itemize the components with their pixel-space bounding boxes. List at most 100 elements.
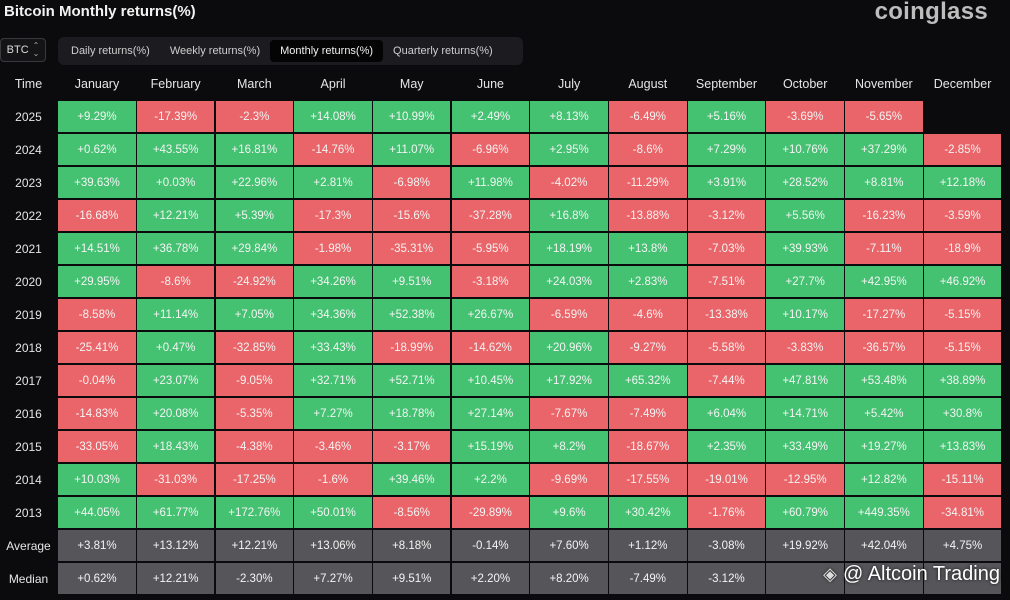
stat-cell: +13.12% bbox=[136, 530, 215, 561]
row-year-label: 2014 bbox=[15, 472, 42, 487]
return-cell: +30.8% bbox=[923, 398, 1002, 429]
return-cell: +0.62% bbox=[58, 134, 136, 165]
tab-monthly-returns[interactable]: Monthly returns(%) bbox=[270, 40, 384, 62]
return-cell: -13.88% bbox=[609, 200, 687, 231]
return-cell: +27.14% bbox=[451, 398, 530, 429]
return-cell: +2.83% bbox=[609, 266, 687, 297]
return-cell: -18.67% bbox=[609, 431, 687, 462]
header-month: October bbox=[782, 76, 828, 91]
return-cell: +50.01% bbox=[294, 497, 372, 528]
return-cell: +29.95% bbox=[58, 266, 136, 297]
return-cell: -3.59% bbox=[923, 200, 1002, 231]
return-cell: +5.42% bbox=[845, 398, 923, 429]
return-cell: +30.42% bbox=[609, 497, 687, 528]
return-cell: +19.27% bbox=[845, 431, 923, 462]
row-year-label: 2025 bbox=[15, 109, 42, 124]
return-cell: +23.07% bbox=[136, 365, 215, 396]
asset-selector[interactable]: BTC ⌃ ⌄ bbox=[0, 38, 46, 62]
return-cell: +14.08% bbox=[294, 101, 372, 132]
return-cell: +8.81% bbox=[845, 167, 923, 198]
row-year-label: 2021 bbox=[15, 241, 42, 256]
return-cell: -16.23% bbox=[845, 200, 923, 231]
return-cell: +2.95% bbox=[530, 134, 608, 165]
return-cell: +9.6% bbox=[530, 497, 608, 528]
return-cell: +34.36% bbox=[294, 299, 372, 330]
stat-cell: -7.49% bbox=[609, 563, 687, 594]
stat-cell: +2.20% bbox=[451, 563, 530, 594]
return-cell bbox=[924, 101, 1001, 132]
header-month: September bbox=[695, 76, 758, 91]
stat-cell: -3.08% bbox=[687, 530, 766, 561]
tab-quarterly-returns[interactable]: Quarterly returns(%) bbox=[393, 45, 493, 57]
return-cell: +46.92% bbox=[923, 266, 1002, 297]
return-cell: +60.79% bbox=[766, 497, 844, 528]
return-cell: -0.04% bbox=[58, 365, 136, 396]
return-cell: -13.38% bbox=[687, 299, 766, 330]
header-month: February bbox=[150, 76, 201, 91]
return-cell: -25.41% bbox=[58, 332, 136, 363]
return-cell: +2.35% bbox=[687, 431, 766, 462]
return-cell: +32.71% bbox=[294, 365, 372, 396]
return-cell: +16.8% bbox=[530, 200, 608, 231]
row-year-label: 2016 bbox=[15, 406, 42, 421]
return-cell: +36.78% bbox=[136, 233, 215, 264]
stat-cell: +7.60% bbox=[530, 530, 608, 561]
return-cell: -4.38% bbox=[215, 431, 294, 462]
return-cell: -14.83% bbox=[58, 398, 136, 429]
return-cell: -17.39% bbox=[136, 101, 215, 132]
return-cell: +10.03% bbox=[58, 464, 136, 495]
return-cell: +10.17% bbox=[766, 299, 844, 330]
brand-logo: coinglass bbox=[874, 0, 988, 25]
return-cell: -11.29% bbox=[609, 167, 687, 198]
return-cell: +449.35% bbox=[845, 497, 923, 528]
return-cell: -12.95% bbox=[766, 464, 844, 495]
return-cell: -35.31% bbox=[373, 233, 451, 264]
return-cell: +27.7% bbox=[766, 266, 844, 297]
header-month: January bbox=[74, 76, 120, 91]
return-cell: -7.11% bbox=[845, 233, 923, 264]
return-cell: -2.3% bbox=[215, 101, 294, 132]
stat-cell: +9.51% bbox=[373, 563, 451, 594]
watermark-text: @ Altcoin Trading bbox=[842, 563, 1000, 585]
return-cell: +11.14% bbox=[136, 299, 215, 330]
return-cell: +12.82% bbox=[845, 464, 923, 495]
return-cell: +22.96% bbox=[215, 167, 294, 198]
return-cell: +16.81% bbox=[215, 134, 294, 165]
return-cell: -18.99% bbox=[373, 332, 451, 363]
return-cell: -1.6% bbox=[294, 464, 372, 495]
header-month: April bbox=[320, 76, 346, 91]
return-cell: +9.29% bbox=[58, 101, 136, 132]
stat-cell bbox=[923, 563, 1002, 594]
stat-cell: +0.62% bbox=[58, 563, 136, 594]
return-cell: -18.9% bbox=[923, 233, 1002, 264]
return-cell: +13.83% bbox=[923, 431, 1002, 462]
return-cell: -1.98% bbox=[294, 233, 372, 264]
return-cell: -34.81% bbox=[923, 497, 1002, 528]
return-cell: -14.62% bbox=[451, 332, 530, 363]
header-month: December bbox=[933, 76, 992, 91]
row-year-label: 2022 bbox=[15, 208, 42, 223]
tab-daily-returns[interactable]: Daily returns(%) bbox=[71, 45, 150, 57]
return-cell: +18.43% bbox=[136, 431, 215, 462]
return-cell: +39.63% bbox=[58, 167, 136, 198]
return-cell: -6.49% bbox=[609, 101, 687, 132]
return-cell: +2.81% bbox=[294, 167, 372, 198]
return-cell: -5.65% bbox=[845, 101, 923, 132]
return-cell: -24.92% bbox=[215, 266, 294, 297]
header-time: Time bbox=[14, 76, 43, 91]
header-month: August bbox=[628, 76, 668, 91]
return-cell: +2.2% bbox=[451, 464, 530, 495]
return-cell: +20.96% bbox=[530, 332, 608, 363]
return-cell: -5.58% bbox=[687, 332, 766, 363]
return-cell: -32.85% bbox=[215, 332, 294, 363]
return-cell: -3.69% bbox=[766, 101, 844, 132]
tab-weekly-returns[interactable]: Weekly returns(%) bbox=[169, 45, 261, 57]
watermark: ◈ @ Altcoin Trading bbox=[823, 563, 1000, 586]
return-cell: -15.11% bbox=[923, 464, 1002, 495]
return-cell: +43.55% bbox=[136, 134, 215, 165]
return-cell: -19.01% bbox=[687, 464, 766, 495]
return-cell: +11.98% bbox=[451, 167, 530, 198]
return-cell: -5.35% bbox=[215, 398, 294, 429]
return-cell: -3.17% bbox=[373, 431, 451, 462]
return-cell: +11.07% bbox=[373, 134, 451, 165]
